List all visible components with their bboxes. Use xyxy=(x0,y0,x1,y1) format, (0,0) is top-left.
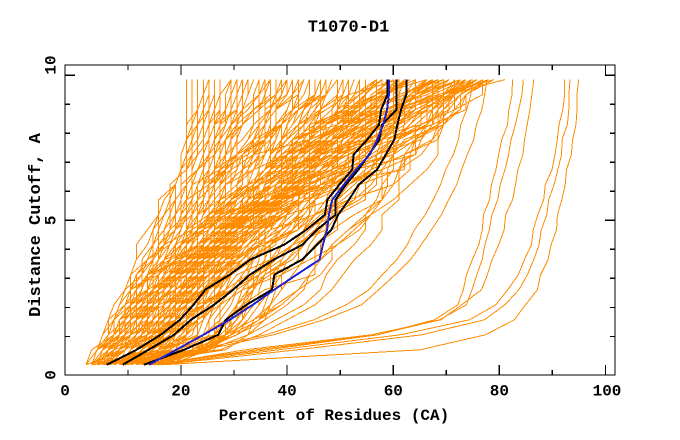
svg-text:80: 80 xyxy=(490,383,509,401)
svg-text:T1070-D1: T1070-D1 xyxy=(308,19,390,38)
svg-text:0: 0 xyxy=(60,383,70,401)
svg-text:60: 60 xyxy=(384,383,403,401)
svg-text:5: 5 xyxy=(43,215,61,225)
svg-text:10: 10 xyxy=(43,55,61,74)
svg-text:0: 0 xyxy=(43,370,61,380)
svg-text:40: 40 xyxy=(277,383,296,401)
svg-text:Percent of Residues (CA): Percent of Residues (CA) xyxy=(219,407,449,425)
svg-text:20: 20 xyxy=(171,383,190,401)
svg-text:Distance Cutoff, A: Distance Cutoff, A xyxy=(27,132,46,316)
svg-text:100: 100 xyxy=(593,383,622,401)
